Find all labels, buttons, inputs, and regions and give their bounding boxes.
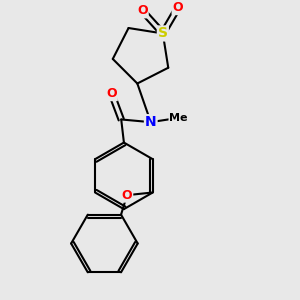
Text: O: O — [122, 189, 132, 202]
Text: N: N — [145, 115, 157, 129]
Text: O: O — [137, 4, 148, 17]
Text: S: S — [158, 26, 168, 40]
Text: Me: Me — [169, 113, 188, 123]
Text: O: O — [172, 1, 183, 14]
Text: O: O — [106, 87, 117, 100]
